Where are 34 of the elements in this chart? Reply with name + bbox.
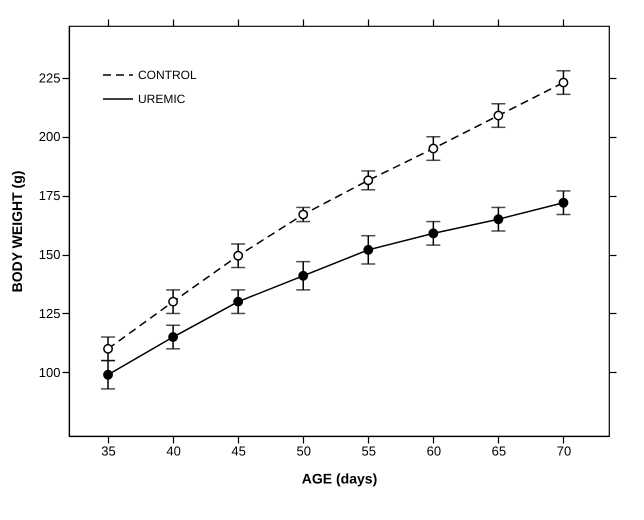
y-tick-label: 175 xyxy=(38,188,60,204)
y-axis-title: BODY WEIGHT (g) xyxy=(8,170,25,292)
legend-label: UREMIC xyxy=(138,92,186,106)
x-tick-label: 60 xyxy=(426,444,442,458)
x-tick-label: 70 xyxy=(556,444,572,458)
x-tick-label: 50 xyxy=(296,444,311,458)
point xyxy=(168,296,178,307)
x-tick-label: 40 xyxy=(166,444,181,458)
y-tick-label: 150 xyxy=(38,247,60,262)
legend-label: CONTROL xyxy=(138,68,197,82)
y-tick-label: 125 xyxy=(38,306,60,321)
point xyxy=(428,144,438,154)
point xyxy=(168,332,178,342)
y-tick-label: 100 xyxy=(38,364,60,380)
x-tick-label: 65 xyxy=(492,444,506,458)
x-tick-label: 45 xyxy=(231,444,246,458)
point xyxy=(493,110,504,120)
x-axis-title: AGE (days) xyxy=(302,470,378,486)
x-tick-label: 35 xyxy=(101,444,116,458)
y-tick-label: 225 xyxy=(38,70,60,86)
point xyxy=(363,244,374,255)
point xyxy=(233,250,244,261)
point xyxy=(233,296,244,307)
x-tick-label: 55 xyxy=(362,444,376,458)
point xyxy=(558,198,568,208)
point xyxy=(493,214,504,224)
point xyxy=(298,210,308,220)
y-tick-label: 200 xyxy=(38,129,60,144)
point xyxy=(428,228,438,238)
point xyxy=(298,270,308,281)
point xyxy=(558,78,568,88)
point xyxy=(103,344,113,354)
point xyxy=(363,175,374,186)
point xyxy=(103,370,113,380)
